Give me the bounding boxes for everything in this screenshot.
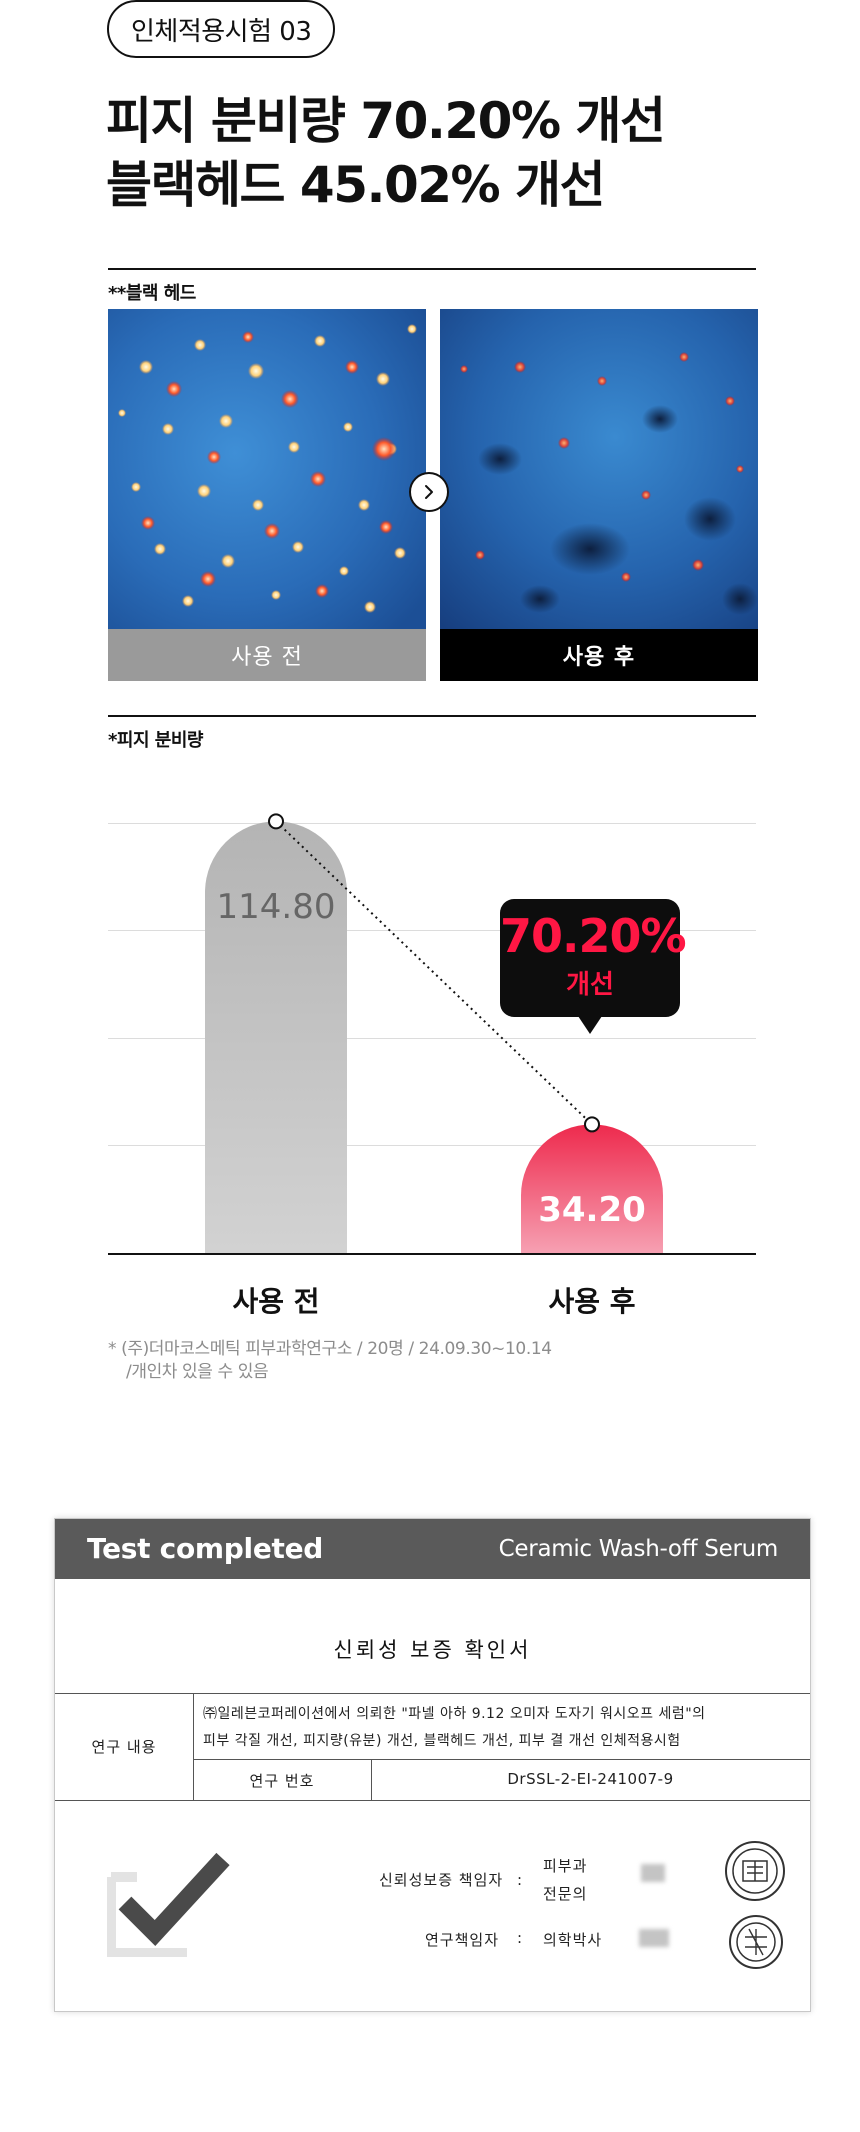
- x-axis: [108, 1253, 756, 1255]
- section-divider: [108, 715, 756, 717]
- official-seal-icon: [725, 1841, 785, 1901]
- bar-value-after: 34.20: [538, 1190, 646, 1231]
- improvement-text: 개선: [566, 969, 614, 1000]
- blurred-name: [639, 1929, 669, 1947]
- certificate-card: Test completed Ceramic Wash-off Serum 신뢰…: [54, 1518, 811, 2012]
- x-label-before: 사용 전: [232, 1285, 320, 1318]
- test-status: Test completed: [87, 1532, 324, 1565]
- product-name: Ceramic Wash-off Serum: [498, 1536, 779, 1562]
- table-border: [193, 1759, 810, 1760]
- bar-before: [205, 821, 347, 1253]
- after-caption: 사용 후: [440, 629, 758, 681]
- reliability-officer-title: 전문의: [543, 1885, 588, 1903]
- blurred-name: [641, 1864, 665, 1882]
- footnote-line: /개인차 있을 수 있음: [126, 1361, 269, 1382]
- footnote: * (주)더마코스메틱 피부과학연구소 / 20명 / 24.09.30~10.…: [108, 1338, 552, 1384]
- research-officer-title: 의학박사: [543, 1931, 603, 1949]
- gridline: [108, 930, 756, 931]
- sebum-chart: [108, 813, 756, 1255]
- research-content-label: 연구 내용: [91, 1738, 157, 1756]
- data-point-before: [268, 813, 284, 830]
- gridline: [108, 1038, 756, 1039]
- reliability-officer-title: 피부과: [543, 1857, 588, 1875]
- bar-after: [521, 1124, 663, 1253]
- headline-blackhead: 블랙헤드 45.02% 개선: [106, 156, 606, 214]
- before-photo: [108, 309, 426, 629]
- research-number-label: 연구 번호: [249, 1772, 315, 1790]
- blackhead-label: **블랙 헤드: [108, 283, 196, 304]
- trend-line: [275, 820, 593, 1126]
- research-number: DrSSL-2-EI-241007-9: [507, 1770, 674, 1788]
- table-border: [193, 1693, 194, 1800]
- gridline: [108, 823, 756, 824]
- chevron-right-icon: [425, 485, 433, 499]
- research-content-line: ㈜일레븐코퍼레이션에서 의뢰한 "파넬 아하 9.12 오미자 도자기 워시오프…: [203, 1706, 706, 1722]
- bar-value-before: 114.80: [216, 887, 336, 928]
- data-point-after: [584, 1116, 600, 1133]
- table-border: [55, 1693, 810, 1694]
- callout-tail: [578, 1016, 602, 1034]
- after-photo: [440, 309, 758, 629]
- gridline: [108, 1145, 756, 1146]
- table-border: [371, 1759, 372, 1800]
- table-border: [55, 1800, 810, 1801]
- colon: :: [517, 1871, 524, 1889]
- official-seal-icon: [729, 1915, 783, 1969]
- research-content-line: 피부 각질 개선, 피지량(유분) 개선, 블랙헤드 개선, 피부 결 개선 인…: [203, 1733, 681, 1749]
- certificate-title: 신뢰성 보증 확인서: [333, 1638, 532, 1662]
- next-arrow-button[interactable]: [409, 472, 449, 512]
- certificate-header: Test completed Ceramic Wash-off Serum: [55, 1519, 810, 1579]
- before-caption: 사용 전: [108, 629, 426, 681]
- test-badge: 인체적용시험 03: [107, 0, 336, 58]
- reliability-officer-label: 신뢰성보증 책임자: [379, 1871, 504, 1889]
- sebum-label: *피지 분비량: [108, 730, 203, 751]
- research-officer-label: 연구책임자: [425, 1931, 500, 1949]
- footnote-line: * (주)더마코스메틱 피부과학연구소 / 20명 / 24.09.30~10.…: [108, 1339, 552, 1359]
- improvement-percent: 70.20%: [500, 909, 687, 963]
- x-label-after: 사용 후: [548, 1285, 636, 1318]
- checkmark-icon: [107, 1852, 230, 1957]
- improvement-callout: 70.20% 개선: [500, 899, 687, 1017]
- section-divider: [108, 268, 756, 270]
- headline-sebum: 피지 분비량 70.20% 개선: [106, 92, 666, 150]
- colon: :: [517, 1929, 524, 1947]
